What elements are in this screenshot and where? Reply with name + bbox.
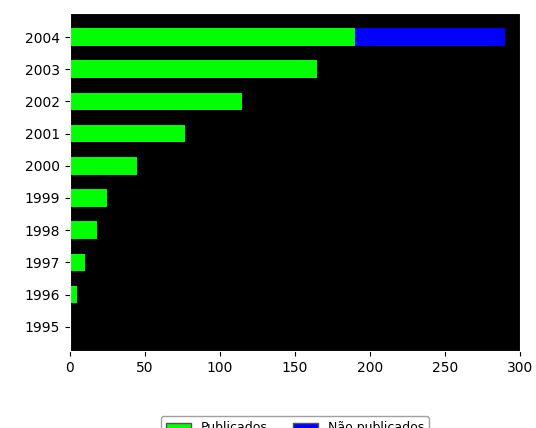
Bar	[355, 28, 505, 46]
Bar	[70, 28, 355, 46]
Bar	[70, 221, 96, 239]
Bar	[70, 125, 185, 143]
Bar	[70, 318, 71, 336]
Bar	[70, 157, 137, 175]
Bar	[70, 92, 242, 110]
Bar	[70, 286, 77, 303]
Legend: Publicados, Não publicados: Publicados, Não publicados	[161, 416, 429, 428]
Bar	[70, 60, 317, 78]
Bar	[70, 189, 107, 207]
Bar	[70, 253, 85, 271]
